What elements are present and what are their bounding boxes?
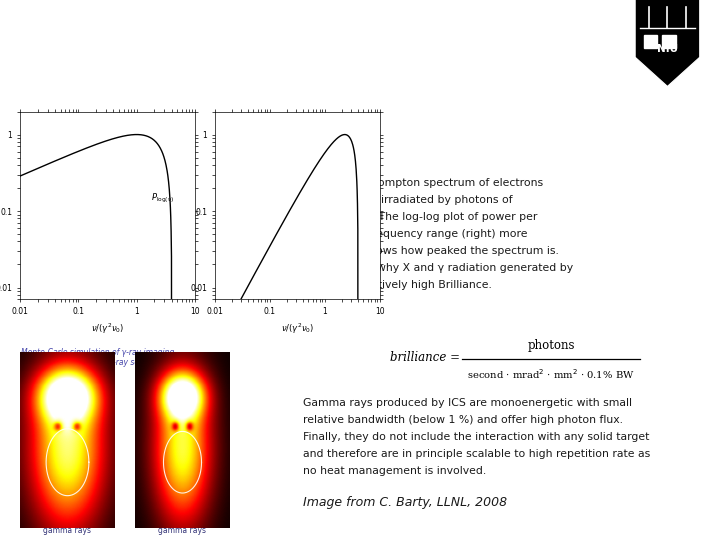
Text: relative bandwidth (below 1 %) and offer high photon flux.: relative bandwidth (below 1 %) and offer… xyxy=(303,415,623,425)
Text: 2 MeV: 2 MeV xyxy=(55,506,78,515)
Text: using two different γ-ray sources: using two different γ-ray sources xyxy=(35,358,161,367)
Text: This explains why X and γ radiation generated by: This explains why X and γ radiation gene… xyxy=(303,263,573,273)
Y-axis label: $P_{\log(\nu)}$: $P_{\log(\nu)}$ xyxy=(151,192,174,205)
Text: photons: photons xyxy=(527,340,575,353)
Text: ICS has a relatively high Brilliance.: ICS has a relatively high Brilliance. xyxy=(303,280,492,290)
X-axis label: $\nu/(\gamma^2\nu_0)$: $\nu/(\gamma^2\nu_0)$ xyxy=(281,321,314,336)
Text: logarithmic frequency range (right) more: logarithmic frequency range (right) more xyxy=(303,229,528,239)
Text: no heat management is involved.: no heat management is involved. xyxy=(303,466,486,476)
Text: brilliance =: brilliance = xyxy=(390,352,460,365)
Bar xyxy=(662,35,676,48)
Text: with energy γ irradiated by photons of: with energy γ irradiated by photons of xyxy=(303,195,513,205)
Text: 1.7 MeV: 1.7 MeV xyxy=(166,506,197,515)
Text: NIU: NIU xyxy=(657,44,678,55)
X-axis label: $\nu/(\gamma^2\nu_0)$: $\nu/(\gamma^2\nu_0)$ xyxy=(91,321,124,336)
Text: and therefore are in principle scalable to high repetition rate as: and therefore are in principle scalable … xyxy=(303,449,650,459)
Text: accurately shows how peaked the spectrum is.: accurately shows how peaked the spectrum… xyxy=(303,246,559,256)
Text: gamma rays: gamma rays xyxy=(158,526,206,535)
Bar xyxy=(644,35,657,48)
Text: Finally, they do not include the interaction with any solid target: Finally, they do not include the interac… xyxy=(303,432,649,442)
Text: Monte-Carlo simulation of γ-ray imaging: Monte-Carlo simulation of γ-ray imaging xyxy=(21,348,174,357)
Text: Introduction - ICS: Introduction - ICS xyxy=(18,30,320,58)
Text: The Inverse Compton spectrum of electrons: The Inverse Compton spectrum of electron… xyxy=(303,178,543,188)
Text: gamma rays: gamma rays xyxy=(43,526,91,535)
Text: Laser Compton: Laser Compton xyxy=(153,516,211,525)
Text: Image from C. Barty, LLNL, 2008: Image from C. Barty, LLNL, 2008 xyxy=(303,496,507,509)
Polygon shape xyxy=(635,0,700,86)
Text: second $\cdot$ mrad$^2$ $\cdot$ mm$^2$ $\cdot$ 0.1% BW: second $\cdot$ mrad$^2$ $\cdot$ mm$^2$ $… xyxy=(467,367,635,381)
Text: frequency ν₀. The log-log plot of power per: frequency ν₀. The log-log plot of power … xyxy=(303,212,537,222)
Text: Bremsstrahlung: Bremsstrahlung xyxy=(37,516,98,525)
Text: Gamma rays produced by ICS are monoenergetic with small: Gamma rays produced by ICS are monoenerg… xyxy=(303,398,632,408)
